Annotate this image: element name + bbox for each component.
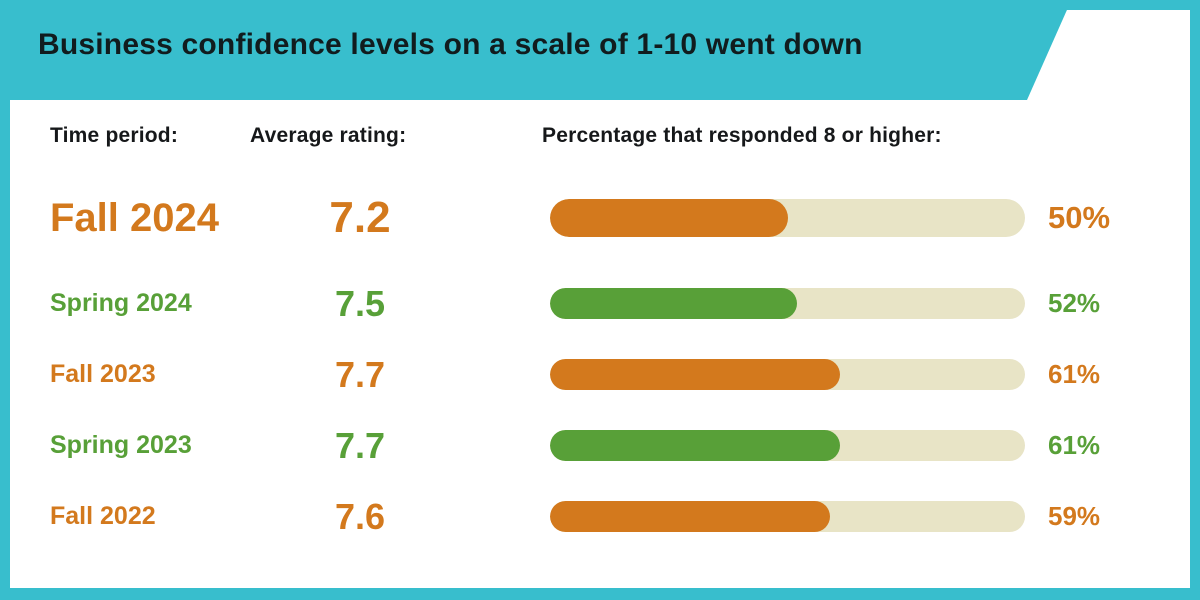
content-panel: Time period: Average rating: Percentage … <box>10 100 1190 588</box>
time-period-label: Fall 2024 <box>50 195 220 240</box>
progress-bar-track <box>550 199 1025 237</box>
time-period-label: Fall 2022 <box>50 502 156 530</box>
col-header-time-period: Time period: <box>50 124 179 147</box>
progress-bar-fill <box>550 288 797 319</box>
progress-bar-fill <box>550 199 788 237</box>
percentage-value: 52% <box>1048 288 1101 318</box>
average-rating-value: 7.6 <box>334 495 386 537</box>
average-rating-value: 7.7 <box>334 424 386 466</box>
table-row: Spring 2023 7.7 61% <box>10 410 1190 481</box>
progress-bar-fill <box>550 430 840 461</box>
progress-bar-fill <box>550 359 840 390</box>
average-rating-value: 7.7 <box>334 353 386 395</box>
column-header-row: Time period: Average rating: Percentage … <box>10 100 1190 172</box>
progress-bar-track <box>550 501 1025 532</box>
percentage-value: 59% <box>1048 501 1101 531</box>
time-period-label: Fall 2023 <box>50 360 156 388</box>
table-row: Fall 2024 7.2 50% <box>10 172 1190 264</box>
col-header-average-rating: Average rating: <box>250 124 407 147</box>
percentage-value: 50% <box>1048 200 1111 235</box>
time-period-label: Spring 2023 <box>50 431 192 459</box>
progress-bar-track <box>550 430 1025 461</box>
banner-corner-notch <box>1027 10 1190 100</box>
time-period-label: Spring 2024 <box>50 289 192 317</box>
percentage-value: 61% <box>1048 359 1101 389</box>
progress-bar-track <box>550 359 1025 390</box>
chart-title: Business confidence levels on a scale of… <box>38 28 863 61</box>
average-rating-value: 7.5 <box>334 282 386 324</box>
percentage-value: 61% <box>1048 430 1101 460</box>
progress-bar-fill <box>550 501 831 532</box>
data-rows: Fall 2024 7.2 50% Spring 2024 7.5 52% Fa… <box>10 172 1190 552</box>
average-rating-value: 7.2 <box>329 193 391 242</box>
table-row: Fall 2022 7.6 59% <box>10 481 1190 552</box>
table-row: Fall 2023 7.7 61% <box>10 339 1190 410</box>
table-row: Spring 2024 7.5 52% <box>10 268 1190 339</box>
progress-bar-track <box>550 288 1025 319</box>
col-header-percentage: Percentage that responded 8 or higher: <box>542 124 942 147</box>
